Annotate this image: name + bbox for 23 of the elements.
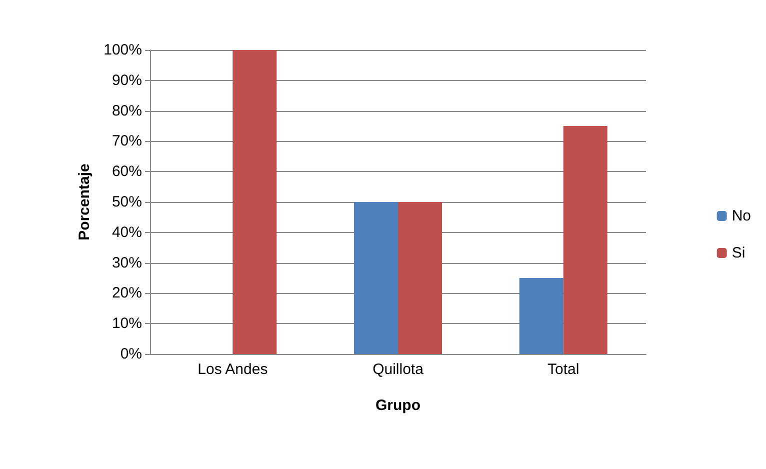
y-tick-label: 10% xyxy=(112,315,142,332)
bar xyxy=(519,278,564,354)
y-tick-label: 20% xyxy=(112,284,142,302)
y-tick-label: 0% xyxy=(120,346,142,362)
x-tick-label: Los Andes xyxy=(198,361,268,378)
y-tick-label: 60% xyxy=(112,163,142,180)
legend-label: Si xyxy=(732,244,746,262)
y-tick-label: 80% xyxy=(112,102,142,120)
bar xyxy=(232,50,277,354)
y-tick-label: 50% xyxy=(112,194,142,210)
x-tick-label: Quillota xyxy=(372,361,424,378)
legend-label: No xyxy=(732,208,752,224)
y-tick-label: 100% xyxy=(104,42,142,58)
x-axis-title: Grupo xyxy=(376,397,420,414)
y-tick-label: 70% xyxy=(112,132,142,150)
y-axis-title: Porcentaje xyxy=(76,164,93,240)
y-tick-label: 90% xyxy=(112,72,142,89)
bar xyxy=(354,202,398,354)
x-tick-label: Total xyxy=(547,361,580,378)
y-tick-label: 40% xyxy=(112,224,142,241)
bar xyxy=(563,126,608,354)
bar xyxy=(398,202,442,354)
y-tick-label: 30% xyxy=(112,254,142,272)
